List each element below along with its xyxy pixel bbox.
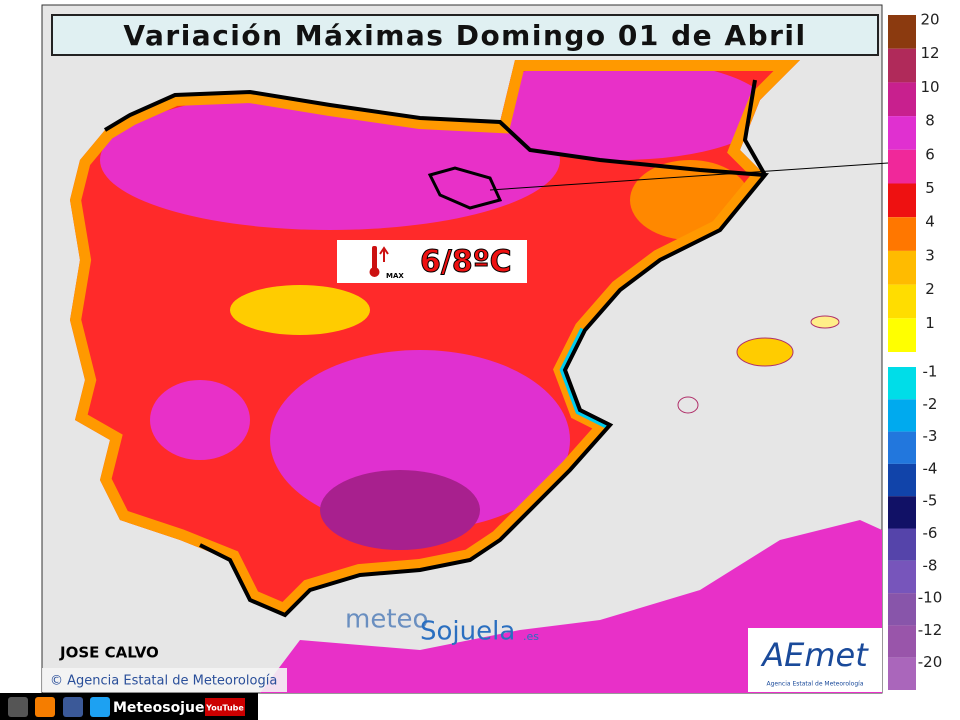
legend-swatch (888, 593, 916, 626)
legend-swatch (888, 463, 916, 497)
legend-swatch (888, 250, 916, 285)
legend-swatch (888, 318, 916, 352)
legend-label: 2 (925, 280, 935, 298)
legend-swatch (888, 399, 916, 432)
legend-swatch (888, 431, 916, 464)
legend-label: -3 (923, 427, 938, 445)
annotation-value: 6/8ºC (420, 245, 512, 280)
legend-swatch (888, 528, 916, 561)
field-patch (230, 285, 370, 335)
spain-border (742, 79, 767, 176)
island (736, 337, 794, 367)
legend-swatch (888, 48, 916, 83)
logo-box (748, 628, 882, 692)
legend-label: 12 (920, 44, 939, 62)
youtube-icon[interactable] (205, 698, 245, 716)
legend-label: 10 (920, 78, 939, 96)
island (810, 315, 840, 329)
legend-label: -1 (923, 363, 938, 381)
legend-swatch (888, 284, 916, 319)
footer-brand[interactable]: Meteosojuela (113, 700, 219, 716)
watermark-suffix: .es (523, 630, 539, 643)
youtube-label[interactable]: YouTube (205, 704, 244, 713)
legend-swatch (888, 116, 916, 150)
legend-swatch (888, 367, 916, 400)
thermometer-icon (372, 246, 377, 270)
logo-name: AEmet (760, 636, 869, 674)
legend-label: -2 (923, 395, 938, 413)
facebook-icon[interactable] (63, 697, 83, 717)
field-patch (320, 470, 480, 550)
legend-label: -4 (923, 459, 938, 477)
field-patch (150, 380, 250, 460)
copyright-box (42, 668, 287, 692)
legend-label: 1 (925, 314, 935, 332)
spain-border (103, 89, 769, 618)
field-patch (470, 60, 770, 160)
legend-swatch (888, 625, 916, 658)
legend-swatch (888, 149, 916, 184)
legend-label: -8 (923, 556, 938, 574)
instagram-icon[interactable] (8, 697, 28, 717)
thermometer-bulb (369, 267, 380, 277)
twitter-icon[interactable] (90, 697, 110, 717)
legend-label: 20 (920, 11, 939, 29)
legend-label: -6 (923, 524, 938, 542)
africa-land (260, 520, 882, 693)
legend-label: 4 (925, 213, 935, 231)
legend-label: -10 (918, 589, 943, 607)
temperature-field (70, 60, 800, 615)
legend-label: 6 (925, 145, 935, 163)
legend-swatch (888, 496, 916, 529)
legend-swatch (888, 82, 916, 117)
legend-swatch (888, 183, 916, 218)
island (677, 396, 699, 414)
legend-swatch (888, 217, 916, 251)
copyright: © Agencia Estatal de Meteorología (50, 674, 277, 689)
annotation-label: MAX (386, 272, 404, 280)
legend-label: -5 (923, 492, 938, 510)
watermark-part2: Sojuela (420, 617, 515, 647)
legend-label: 8 (925, 112, 935, 130)
legend-swatch (888, 15, 916, 49)
annotation-box (337, 240, 527, 283)
legend-label: 5 (925, 179, 935, 197)
legend-swatch (888, 657, 916, 690)
blogger-icon[interactable] (35, 697, 55, 717)
legend-label: -20 (918, 653, 943, 671)
color-legend: 20 12 10 8 6 5 4 3 2 1 -1 -2 -3 -4 -5 -6 -8 -10 -12 -20 (888, 11, 943, 690)
legend-label: 3 (925, 246, 935, 264)
watermark-part1: meteo (345, 605, 428, 635)
legend-swatch (888, 560, 916, 594)
legend-label: -12 (918, 621, 943, 639)
la-rioja-outline (427, 166, 503, 210)
title: Variación Máximas Domingo 01 de Abril (123, 19, 806, 52)
logo-subtitle: Agencia Estatal de Meteorología (767, 681, 864, 688)
title-box (51, 14, 879, 56)
up-arrow (379, 246, 389, 262)
author: JOSE CALVO (59, 644, 159, 662)
pointer-line (489, 162, 889, 191)
